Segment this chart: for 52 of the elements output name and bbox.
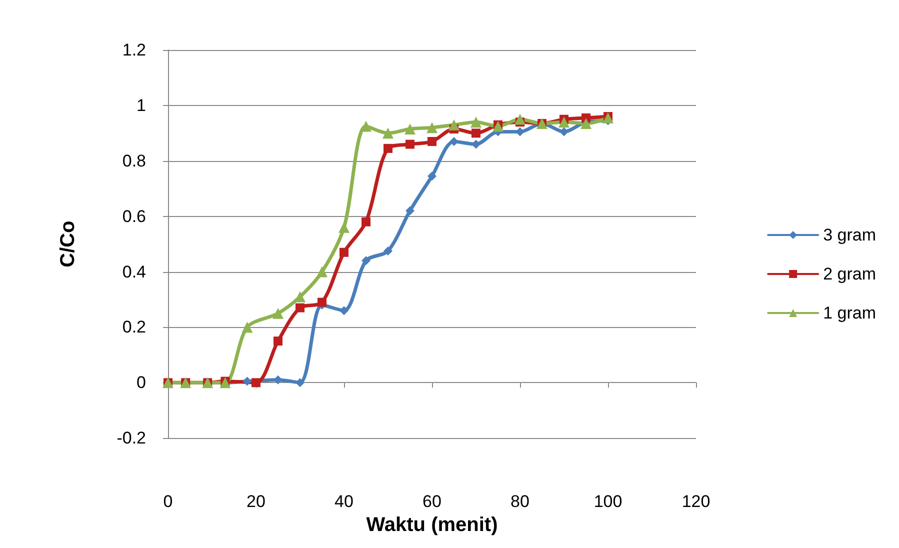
point [318,298,326,307]
legend-label: 3 gram [823,226,876,244]
point [472,128,480,138]
y-tick-label: 0.6 [122,206,146,226]
x-tick-label: 0 [163,492,173,512]
point [382,128,394,139]
y-tick-label: 0.4 [122,262,146,282]
point [426,122,438,134]
x-tick-label: 100 [594,492,622,512]
point [340,248,348,257]
point [514,114,526,125]
x-tick-label: 60 [422,492,442,512]
point [406,206,414,216]
legend-label: 2 gram [823,264,876,284]
point [274,336,282,346]
point [406,140,414,149]
point [340,306,348,316]
point [450,136,458,146]
y-tick-label: 1 [136,96,146,115]
point [428,172,436,181]
x-tick-label: 120 [682,492,710,512]
x-tick-label: 80 [510,492,530,512]
point [294,291,306,302]
point [558,116,570,128]
point [472,140,480,149]
x-axis-title: Waktu (menit) [366,514,498,536]
point [362,256,370,266]
point [362,217,370,226]
point [384,144,392,153]
point [252,378,260,388]
x-tick-label: 40 [334,492,354,512]
y-tick-label: -0.2 [116,428,146,448]
point [242,322,253,333]
y-axis-title: C/Co [57,220,79,268]
point [492,120,504,132]
point [338,222,350,233]
legend-label: 1 gram [823,304,876,322]
y-tick-label: 0.8 [122,151,146,170]
point [316,266,328,278]
point [404,124,416,135]
y-tick-label: 1.2 [122,40,146,60]
point [272,308,284,319]
x-tick-label: 20 [246,492,266,512]
point [428,136,436,146]
point [448,119,460,130]
y-tick-label: 0.2 [122,318,146,337]
point [560,127,568,136]
y-tick-label: 0 [136,373,146,392]
point [470,116,482,128]
point [384,246,392,256]
point [296,303,304,312]
point [242,376,252,386]
